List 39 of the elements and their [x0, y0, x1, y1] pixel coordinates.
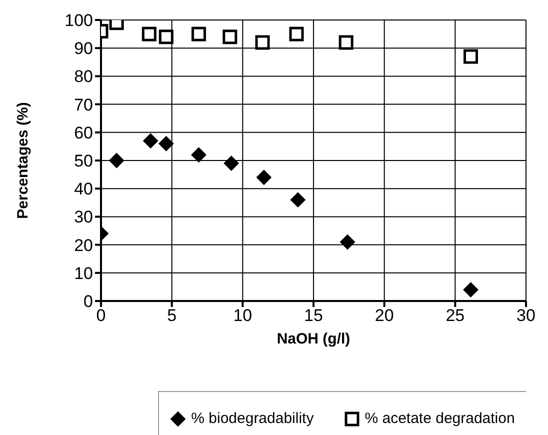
x-tick-label: 25: [446, 306, 465, 326]
y-tick-label: 100: [64, 11, 93, 30]
x-tick-label: 15: [304, 306, 323, 326]
x-axis-title: NaOH (g/l): [276, 330, 350, 348]
point: [143, 133, 158, 148]
point: [109, 153, 124, 168]
x-tick-label: 5: [167, 306, 177, 326]
point: [192, 26, 206, 42]
point: [142, 26, 156, 42]
point: [255, 35, 270, 50]
legend-label: % biodegradability: [191, 410, 314, 427]
point: [256, 170, 272, 185]
point: [290, 192, 306, 208]
y-tick-label: 30: [74, 208, 93, 227]
x-tick-label: 10: [233, 306, 252, 326]
y-tick-label: 70: [74, 95, 93, 114]
point: [289, 26, 304, 42]
point: [158, 136, 174, 152]
y-axis-title: Percentages (%): [14, 102, 32, 219]
y-tick-label: 10: [74, 264, 93, 283]
point: [158, 30, 174, 44]
point: [463, 282, 478, 298]
x-tick-label: 0: [96, 306, 106, 326]
y-tick-label: 50: [74, 152, 93, 171]
legend-label: % acetate degradation: [364, 410, 515, 427]
point: [224, 156, 239, 171]
x-tick-label: 20: [374, 306, 394, 326]
point: [191, 147, 206, 162]
y-tick-label: 0: [84, 292, 93, 312]
y-tick-label: 20: [74, 236, 93, 255]
point: [464, 49, 478, 64]
x-tick-label: 30: [516, 306, 536, 326]
y-tick-label: 80: [74, 67, 93, 86]
point: [222, 30, 238, 44]
y-tick-label: 90: [74, 39, 93, 58]
point: [340, 234, 355, 250]
y-tick-label: 60: [74, 123, 93, 142]
point: [338, 35, 354, 50]
y-tick-label: 40: [74, 180, 93, 199]
